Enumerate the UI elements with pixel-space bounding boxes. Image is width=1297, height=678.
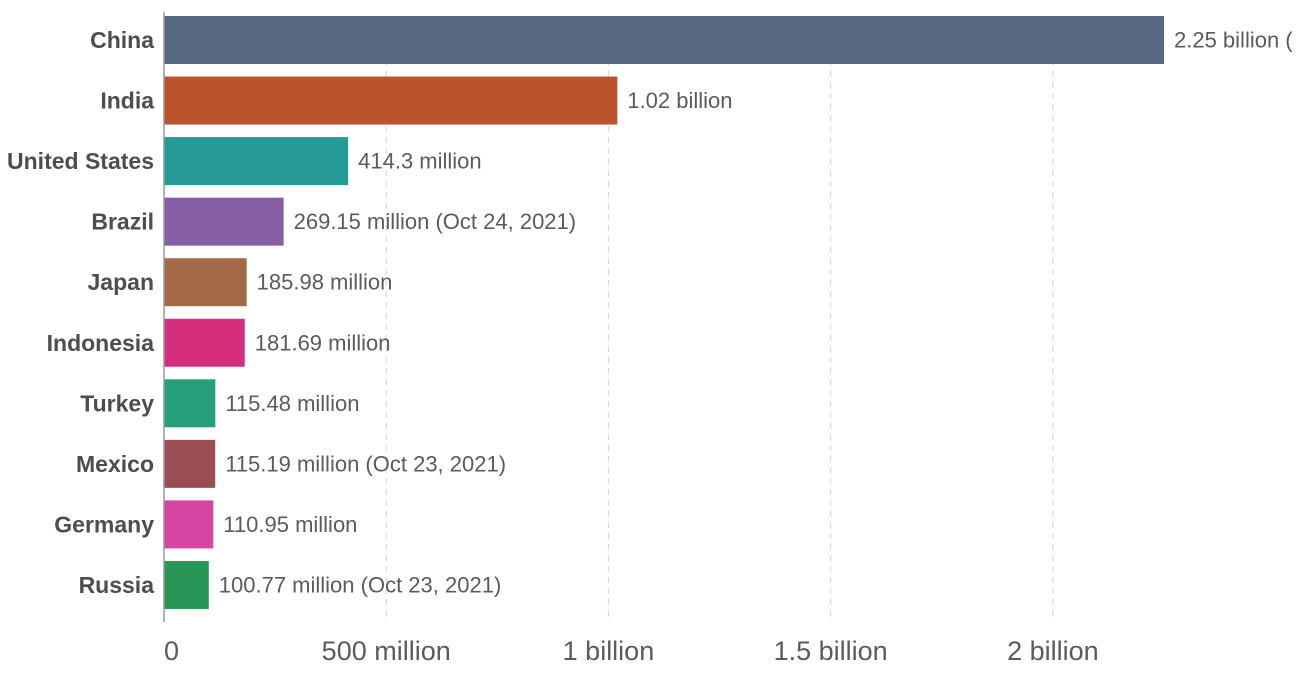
labels: China 2.25 billion ( India 1.02 billion Unit… [7, 27, 1293, 598]
bars [164, 16, 1164, 609]
bar-russia [164, 560, 209, 609]
category-label-india: India [100, 88, 154, 114]
x-tick-label-1-billion: 1 billion [563, 636, 655, 666]
category-label-china: China [90, 27, 154, 53]
x-tick-label-0: 0 [164, 636, 179, 666]
category-label-mexico: Mexico [76, 451, 154, 477]
bar-japan [164, 258, 247, 307]
x-tick-label-2-billion: 2 billion [1007, 636, 1099, 666]
bar-turkey [164, 379, 216, 428]
value-label-brazil: 269.15 million (Oct 24, 2021) [294, 209, 576, 234]
category-label-japan: Japan [88, 269, 154, 295]
value-label-indonesia: 181.69 million [255, 330, 391, 355]
category-label-brazil: Brazil [91, 209, 154, 235]
bar-india [164, 76, 618, 125]
x-axis-ticks: 0 500 million 1 billion 1.5 billion 2 billio… [164, 636, 1099, 666]
value-label-china: 2.25 billion ( [1174, 28, 1293, 53]
bar-mexico [164, 439, 216, 488]
category-label-germany: Germany [54, 511, 154, 537]
value-label-germany: 110.95 million [223, 512, 357, 537]
bar-germany [164, 500, 214, 549]
value-label-turkey: 115.48 million [225, 391, 359, 416]
bar-brazil [164, 197, 284, 246]
bar-china [164, 16, 1164, 64]
value-label-india: 1.02 billion [627, 88, 732, 113]
x-tick-label-1-5-billion: 1.5 billion [774, 636, 888, 666]
category-label-united-states: United States [7, 148, 154, 174]
category-label-turkey: Turkey [80, 390, 154, 416]
value-label-mexico: 115.19 million (Oct 23, 2021) [225, 451, 506, 476]
value-label-united-states: 414.3 million [358, 149, 482, 174]
bar-united-states [164, 137, 349, 186]
category-label-indonesia: Indonesia [47, 330, 155, 356]
value-label-russia: 100.77 million (Oct 23, 2021) [219, 572, 502, 597]
category-label-russia: Russia [79, 572, 155, 598]
x-tick-label-500-million: 500 million [322, 636, 451, 666]
value-label-japan: 185.98 million [257, 270, 393, 295]
bar-indonesia [164, 318, 245, 367]
